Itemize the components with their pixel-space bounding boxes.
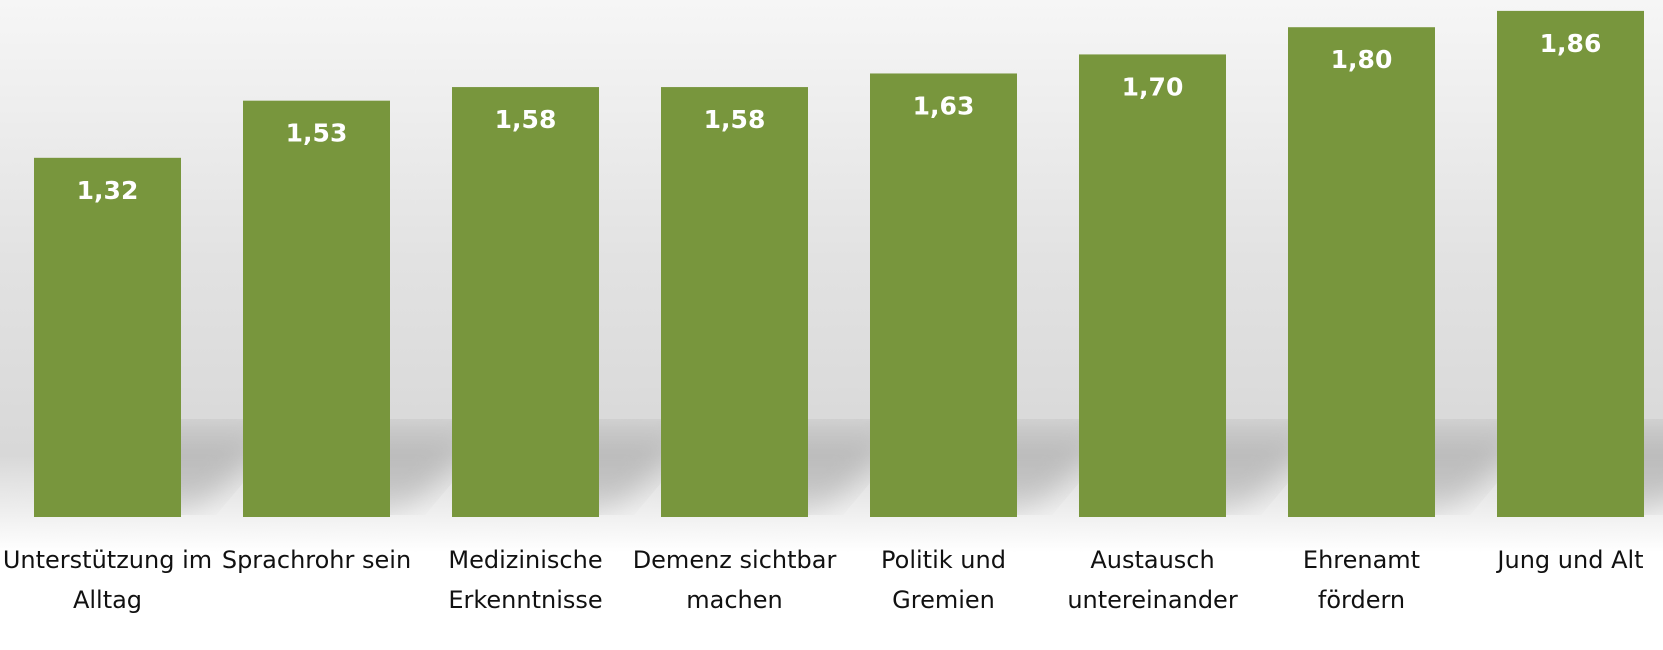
bar [452,87,599,518]
x-tick-label: Unterstützung im Alltag [2,546,213,614]
x-tick-label: Demenz sichtbar machen [632,546,837,614]
x-tick-label: Politik und Gremien [881,546,1006,614]
x-tick-label: Sprachrohr sein [221,546,412,574]
bar [870,73,1017,518]
value-label: 1,58 [704,105,766,134]
x-tick-label: Ehrenamt fördern [1302,546,1421,614]
x-tick-label: Austausch untereinander [1067,546,1238,614]
value-label: 1,80 [1331,45,1393,74]
value-label: 1,32 [77,176,139,205]
x-tick-label: Medizinische Erkenntnisse [448,546,603,614]
x-tick-label: Jung und Alt [1497,546,1644,574]
value-label: 1,58 [495,105,557,134]
bar [661,87,808,518]
value-label: 1,70 [1122,72,1184,101]
bar [34,157,181,518]
value-label: 1,63 [913,91,975,120]
bar [1288,27,1435,518]
bar [1497,10,1644,517]
value-label: 1,86 [1540,29,1602,58]
bar [243,100,390,517]
value-label: 1,53 [286,119,348,148]
bar [1079,54,1226,517]
